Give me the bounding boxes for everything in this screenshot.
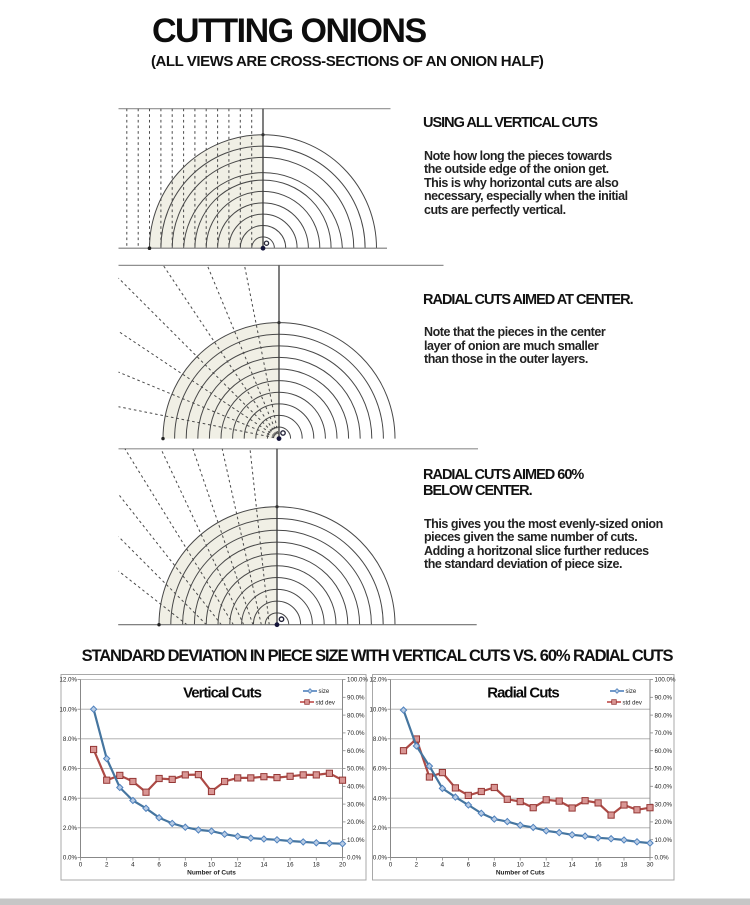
svg-text:10: 10	[517, 862, 524, 869]
svg-text:20: 20	[339, 862, 346, 869]
svg-text:20.0%: 20.0%	[655, 819, 673, 826]
svg-text:40.0%: 40.0%	[347, 784, 365, 791]
svg-text:30: 30	[647, 862, 654, 869]
svg-text:80.0%: 80.0%	[655, 712, 673, 719]
svg-text:90.0%: 90.0%	[655, 695, 673, 702]
svg-text:10.0%: 10.0%	[59, 706, 77, 713]
svg-text:80.0%: 80.0%	[347, 712, 365, 719]
svg-text:2.0%: 2.0%	[63, 825, 78, 832]
svg-text:2.0%: 2.0%	[373, 825, 388, 832]
svg-text:60.0%: 60.0%	[655, 748, 673, 755]
svg-text:4.0%: 4.0%	[373, 795, 388, 802]
svg-text:14: 14	[569, 862, 576, 869]
svg-text:6: 6	[157, 862, 161, 869]
svg-text:14: 14	[260, 862, 267, 869]
svg-text:10.0%: 10.0%	[369, 706, 387, 713]
svg-text:6.0%: 6.0%	[373, 766, 388, 773]
svg-text:8.0%: 8.0%	[373, 736, 388, 743]
svg-text:Radial Cuts: Radial Cuts	[487, 685, 559, 702]
svg-text:0.0%: 0.0%	[373, 855, 388, 862]
svg-text:60.0%: 60.0%	[347, 748, 365, 755]
svg-text:2: 2	[415, 862, 419, 869]
svg-text:std dev: std dev	[623, 700, 642, 706]
svg-text:20.0%: 20.0%	[347, 819, 365, 826]
svg-text:70.0%: 70.0%	[655, 730, 673, 737]
svg-text:8: 8	[184, 862, 188, 869]
svg-text:10.0%: 10.0%	[347, 837, 365, 844]
svg-text:90.0%: 90.0%	[347, 695, 365, 702]
svg-text:Number of Cuts: Number of Cuts	[187, 870, 236, 877]
svg-text:10.0%: 10.0%	[655, 837, 673, 844]
svg-text:40.0%: 40.0%	[655, 784, 673, 791]
svg-text:6.0%: 6.0%	[63, 766, 78, 773]
svg-text:10: 10	[208, 862, 215, 869]
svg-text:Number of Cuts: Number of Cuts	[496, 870, 545, 877]
svg-text:50.0%: 50.0%	[347, 766, 365, 773]
svg-text:0.0%: 0.0%	[655, 855, 670, 862]
svg-text:4: 4	[131, 862, 135, 869]
svg-text:0: 0	[79, 862, 83, 869]
svg-text:12.0%: 12.0%	[59, 677, 77, 684]
svg-text:size: size	[626, 689, 637, 695]
svg-text:0.0%: 0.0%	[63, 855, 78, 862]
svg-text:4: 4	[441, 862, 445, 869]
svg-text:30.0%: 30.0%	[347, 801, 365, 808]
svg-text:size: size	[319, 689, 330, 695]
svg-text:30.0%: 30.0%	[655, 801, 673, 808]
svg-text:12: 12	[543, 862, 550, 869]
svg-text:Vertical Cuts: Vertical Cuts	[183, 685, 262, 702]
svg-text:std dev: std dev	[316, 700, 335, 706]
svg-text:70.0%: 70.0%	[347, 730, 365, 737]
svg-text:8.0%: 8.0%	[63, 736, 78, 743]
svg-text:50.0%: 50.0%	[655, 766, 673, 773]
svg-text:12: 12	[234, 862, 241, 869]
svg-text:16: 16	[287, 862, 294, 869]
svg-text:6: 6	[467, 862, 471, 869]
svg-text:0: 0	[389, 862, 393, 869]
svg-text:100.0%: 100.0%	[655, 677, 676, 684]
svg-text:4.0%: 4.0%	[63, 795, 78, 802]
svg-text:16: 16	[595, 862, 602, 869]
svg-text:2: 2	[105, 862, 109, 869]
svg-text:12.0%: 12.0%	[369, 677, 387, 684]
svg-text:18: 18	[621, 862, 628, 869]
svg-text:18: 18	[313, 862, 320, 869]
svg-text:100.0%: 100.0%	[347, 677, 368, 684]
svg-text:0.0%: 0.0%	[347, 855, 362, 862]
svg-text:8: 8	[493, 862, 497, 869]
